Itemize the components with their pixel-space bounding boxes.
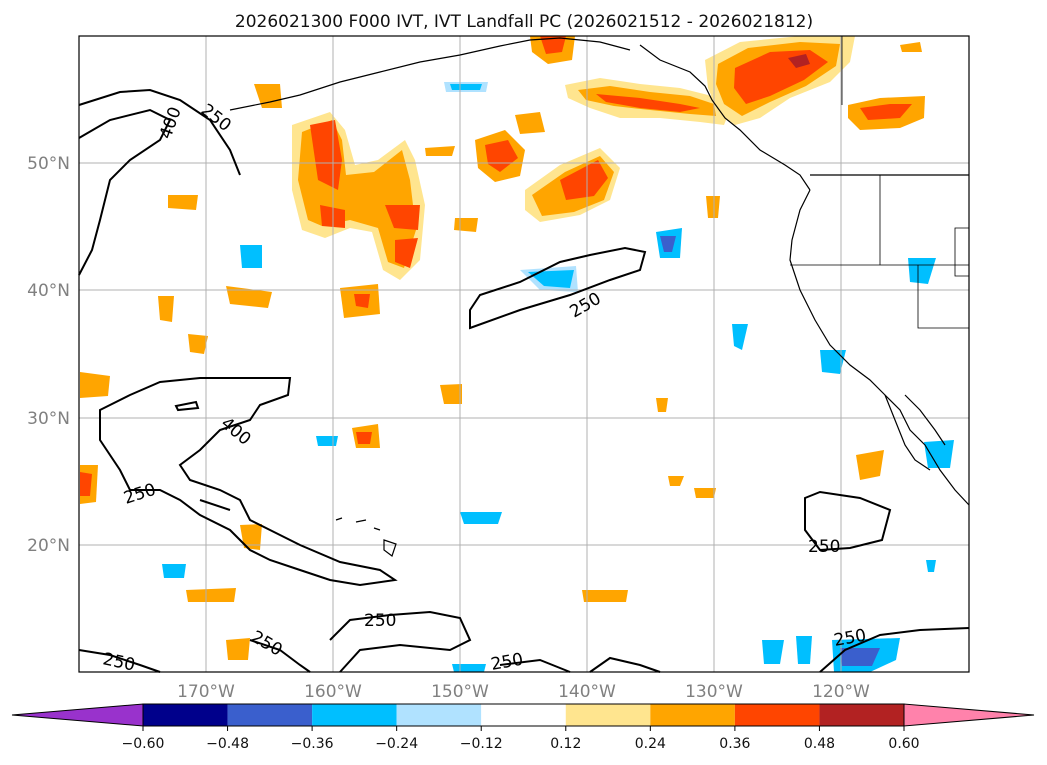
colorbar-tick-label: 0.60 [888, 736, 919, 752]
lon-label: 140°W [558, 682, 616, 702]
colorbar-frame [142, 703, 905, 727]
contour-label: 250 [364, 611, 396, 631]
colorbar-segment [396, 704, 482, 726]
colorbar-tick-label: 0.12 [550, 736, 581, 752]
colorbar-tick-label: −0.60 [122, 736, 165, 752]
lon-label: 150°W [431, 682, 489, 702]
lon-label: 120°W [812, 682, 870, 702]
contour-label: 250 [808, 537, 840, 557]
latitude-labels: 50°N 40°N 30°N 20°N [27, 154, 70, 556]
lon-label: 130°W [685, 682, 743, 702]
map-panel: 250 400 250 250 400 250 250 250 250 250 … [78, 35, 970, 676]
colorbar-extend-min [11, 703, 144, 727]
colorbar-segment [650, 704, 735, 726]
lon-label: 170°W [177, 682, 235, 702]
colorbar-segment [565, 704, 651, 726]
colorbar-segment [819, 704, 904, 726]
colorbar-segment [227, 704, 313, 726]
colorbar-segment [481, 704, 566, 726]
gridlines [79, 36, 969, 672]
lat-label: 30°N [27, 409, 70, 429]
colorbar-extend-max [903, 703, 1035, 727]
colorbar-tick-label: −0.12 [460, 736, 503, 752]
colorbar-segment [734, 704, 820, 726]
coastlines [229, 36, 970, 557]
colorbar-tick-label: −0.24 [375, 736, 418, 752]
colorbar-tick-label: 0.36 [719, 736, 750, 752]
colorbar-segment [312, 704, 397, 726]
pc-positive-shading [80, 36, 925, 660]
lon-label: 160°W [304, 682, 362, 702]
colorbar-tick-label: −0.36 [291, 736, 334, 752]
lat-label: 50°N [27, 154, 70, 174]
colorbar: −0.60 −0.48 −0.36 −0.24 −0.12 0.12 0.24 0.36 0.4… [11, 703, 1035, 752]
colorbar-tick-label: 0.48 [804, 736, 835, 752]
colorbar-segment [143, 704, 228, 726]
map-frame [78, 35, 970, 673]
lat-label: 20°N [27, 536, 70, 556]
pc-negative-shading [162, 82, 954, 672]
lat-label: 40°N [27, 281, 70, 301]
longitude-labels: 170°W 160°W 150°W 140°W 130°W 120°W [177, 682, 870, 702]
colorbar-tick-label: −0.48 [206, 736, 249, 752]
chart-title: 2026021300 F000 IVT, IVT Landfall PC (20… [235, 12, 813, 32]
colorbar-tick-label: 0.24 [635, 736, 666, 752]
ivt-contours [78, 88, 970, 673]
